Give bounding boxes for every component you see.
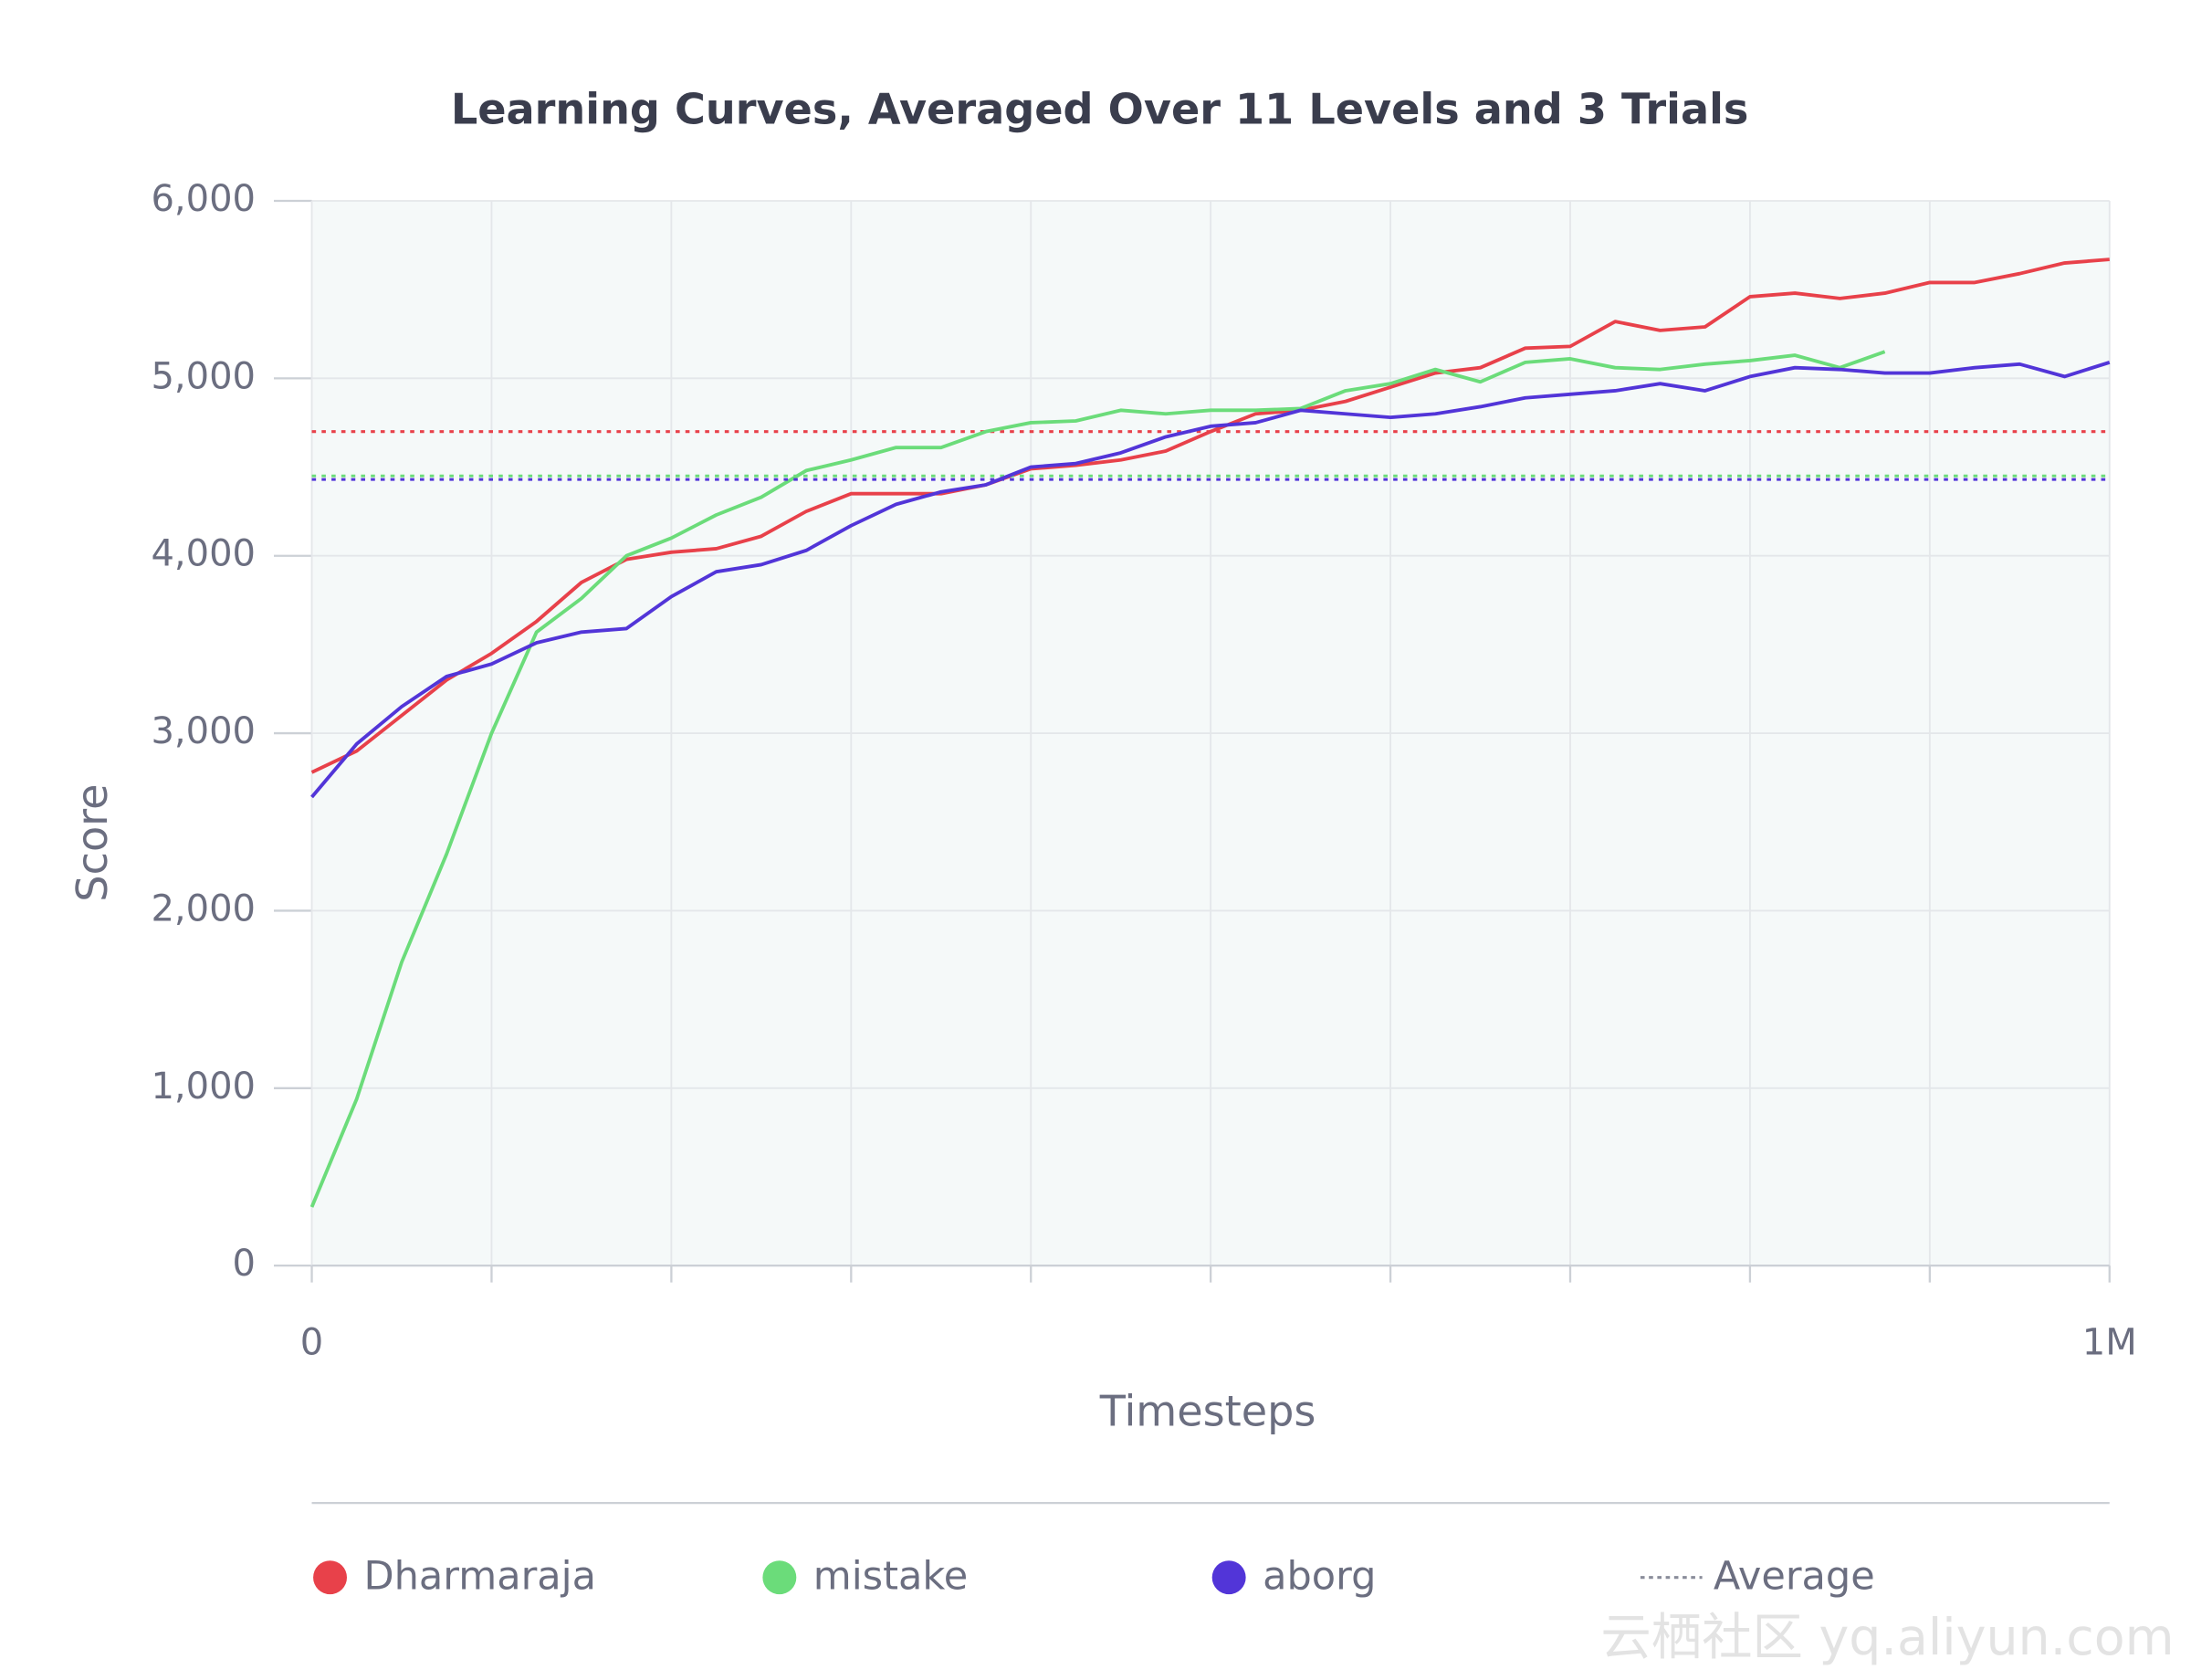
series-line <box>310 361 2111 799</box>
y-tick-label: 0 <box>233 1243 256 1285</box>
legend-marker <box>313 1560 347 1595</box>
chart-title: Learning Curves, Averaged Over 11 Levels… <box>451 85 1749 134</box>
series-line <box>309 350 1886 1208</box>
y-tick-label: 3,000 <box>151 710 256 752</box>
x-axis-label: Timesteps <box>1099 1387 1316 1436</box>
legend-label: aborg <box>1263 1554 1376 1600</box>
y-tick-label: 4,000 <box>151 533 256 575</box>
y-axis-label: Score <box>68 783 117 901</box>
y-tick-label: 1,000 <box>151 1066 256 1108</box>
y-tick-label: 2,000 <box>151 887 256 929</box>
legend-label: Average <box>1714 1554 1875 1600</box>
legend-marker <box>762 1560 797 1595</box>
series-line <box>310 257 2110 774</box>
legend-label: mistake <box>813 1554 969 1600</box>
x-tick-label: 0 <box>300 1321 323 1363</box>
legend-label: Dharmaraja <box>363 1554 596 1600</box>
legend-marker <box>1211 1560 1246 1595</box>
x-tick-label: 1M <box>2082 1321 2137 1363</box>
y-tick-label: 6,000 <box>151 178 256 220</box>
watermark: 云栖社区 yq.aliyun.com <box>1600 1609 2174 1667</box>
y-tick-label: 5,000 <box>151 355 256 397</box>
